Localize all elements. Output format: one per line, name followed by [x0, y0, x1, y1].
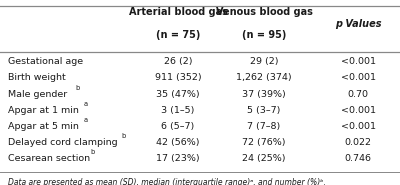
Text: (n = 75): (n = 75)	[156, 30, 200, 40]
Text: 0.022: 0.022	[344, 138, 372, 147]
Text: 42 (56%): 42 (56%)	[156, 138, 200, 147]
Text: <0.001: <0.001	[340, 57, 376, 66]
Text: <0.001: <0.001	[340, 73, 376, 83]
Text: 26 (2): 26 (2)	[164, 57, 192, 66]
Text: p Values: p Values	[335, 19, 381, 29]
Text: Birth weight: Birth weight	[8, 73, 66, 83]
Text: b: b	[75, 85, 80, 91]
Text: 3 (1–5): 3 (1–5)	[161, 106, 195, 115]
Text: Venous blood gas: Venous blood gas	[216, 7, 312, 17]
Text: 37 (39%): 37 (39%)	[242, 90, 286, 99]
Text: a: a	[83, 101, 87, 107]
Text: Apgar at 5 min: Apgar at 5 min	[8, 122, 79, 131]
Text: b: b	[90, 149, 94, 155]
Text: 6 (5–7): 6 (5–7)	[161, 122, 195, 131]
Text: Cesarean section: Cesarean section	[8, 154, 90, 163]
Text: Data are presented as mean (SD), median (interquartile range)ᵃ, and number (%)ᵇ.: Data are presented as mean (SD), median …	[8, 178, 326, 185]
Text: a: a	[83, 117, 87, 123]
Text: 0.746: 0.746	[344, 154, 372, 163]
Text: 5 (3–7): 5 (3–7)	[247, 106, 281, 115]
Text: 7 (7–8): 7 (7–8)	[247, 122, 281, 131]
Text: <0.001: <0.001	[340, 106, 376, 115]
Text: Apgar at 1 min: Apgar at 1 min	[8, 106, 79, 115]
Text: Delayed cord clamping: Delayed cord clamping	[8, 138, 118, 147]
Text: 911 (352): 911 (352)	[155, 73, 201, 83]
Text: (n = 95): (n = 95)	[242, 30, 286, 40]
Text: <0.001: <0.001	[340, 122, 376, 131]
Text: 24 (25%): 24 (25%)	[242, 154, 286, 163]
Text: 1,262 (374): 1,262 (374)	[236, 73, 292, 83]
Text: b: b	[121, 133, 126, 139]
Text: 17 (23%): 17 (23%)	[156, 154, 200, 163]
Text: Arterial blood gas: Arterial blood gas	[128, 7, 228, 17]
Text: Gestational age: Gestational age	[8, 57, 83, 66]
Text: 29 (2): 29 (2)	[250, 57, 278, 66]
Text: 0.70: 0.70	[348, 90, 368, 99]
Text: 72 (76%): 72 (76%)	[242, 138, 286, 147]
Text: Male gender: Male gender	[8, 90, 67, 99]
Text: 35 (47%): 35 (47%)	[156, 90, 200, 99]
